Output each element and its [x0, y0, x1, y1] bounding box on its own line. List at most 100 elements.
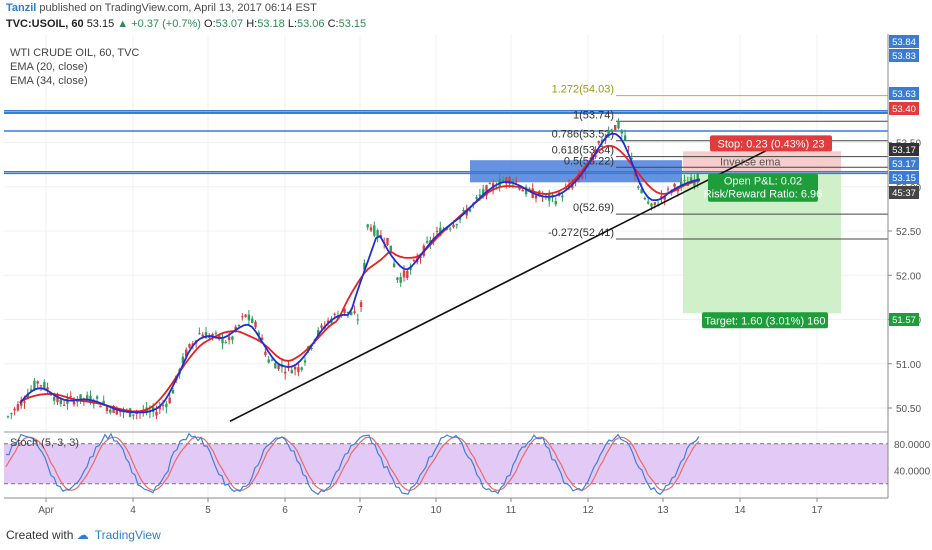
candle-body — [617, 121, 620, 129]
candle-body — [604, 138, 607, 141]
ema20-line — [19, 132, 701, 414]
stoch-tick-label: 40.0000 — [894, 466, 931, 477]
price-badge-label: 53.15 — [892, 173, 916, 184]
candle-body — [39, 385, 43, 387]
position-tool[interactable]: Stop: 0.23 (0.43%) 23 Open P&L: 0.02Risk/… — [702, 135, 832, 329]
candle-body — [359, 302, 363, 308]
candle-body — [561, 195, 564, 198]
close-label: C: — [327, 18, 339, 30]
open-label: O: — [204, 18, 216, 30]
candle-body — [56, 395, 59, 403]
candle-body — [69, 395, 72, 397]
candle-body — [224, 341, 227, 343]
fib-level-label: 0(52.69) — [573, 202, 614, 214]
candle-body — [168, 397, 171, 404]
created-with-label: Created with — [6, 528, 74, 542]
candle-body — [234, 326, 237, 331]
candle-body — [158, 406, 161, 410]
candle-body — [425, 241, 429, 243]
fib-level-label: 0.786(53.52) — [552, 129, 614, 141]
candle-body — [16, 404, 20, 411]
trendline-group[interactable]: Inverse ema — [229, 147, 781, 422]
candle-body — [680, 181, 683, 186]
price-badge-label: 51.57 — [892, 315, 916, 326]
candle-body — [297, 367, 300, 372]
candle-body — [524, 186, 528, 195]
candle-body — [290, 370, 293, 374]
candle-body — [647, 201, 650, 204]
candle-body — [455, 224, 458, 226]
candle-body — [623, 135, 627, 141]
candle-body — [386, 237, 389, 245]
candle-body — [389, 245, 392, 254]
tradingview-brand[interactable]: TradingView — [94, 528, 161, 542]
trendline-annotation: Inverse ema — [720, 157, 781, 169]
candle-body — [620, 130, 623, 134]
price-badge — [889, 313, 919, 326]
candle-body — [511, 180, 515, 183]
candle-body — [171, 390, 175, 394]
candle-body — [584, 172, 587, 174]
candle-body — [10, 413, 13, 415]
candle-body — [363, 262, 366, 270]
candle-body — [79, 394, 82, 402]
author-link[interactable]: Tanzil — [6, 2, 37, 14]
price-badge — [889, 171, 919, 184]
candle-body — [689, 177, 693, 183]
candle-body — [49, 394, 53, 396]
candle-body — [392, 263, 396, 268]
candle-body — [475, 197, 478, 199]
price-badge-label: 53.83 — [892, 51, 916, 62]
candle-body — [346, 311, 350, 313]
high-value: 53.18 — [257, 18, 285, 30]
candle-body — [23, 401, 26, 403]
candle-body — [610, 130, 614, 132]
candle-body — [188, 344, 191, 348]
candle-body — [214, 332, 218, 334]
candle-body — [29, 389, 33, 391]
candle-body — [643, 197, 647, 200]
candle-body — [653, 202, 656, 205]
candle-body — [633, 172, 637, 176]
fibonacci-retracement[interactable]: 1.272(54.03)1(53.74)0.786(53.52)0.618(53… — [548, 84, 888, 240]
candle-body — [501, 180, 505, 182]
tradingview-logo-icon[interactable]: ☁ — [76, 528, 89, 542]
legend-ema34[interactable]: EMA (34, close) — [10, 75, 88, 87]
candle-body — [277, 363, 280, 370]
price-badge — [889, 87, 919, 100]
candle-body — [350, 312, 353, 316]
close-value: 53.15 — [338, 18, 367, 30]
candle-body — [247, 314, 251, 321]
candle-body — [267, 359, 270, 363]
publish-info: published on TradingView.com, April 13, … — [39, 2, 317, 14]
legend-ema20[interactable]: EMA (20, close) — [10, 61, 88, 73]
candle-body — [554, 200, 557, 205]
candle-body — [198, 333, 201, 335]
candle-body — [630, 158, 633, 160]
candle-body — [274, 363, 277, 369]
price-badge — [889, 186, 919, 199]
candle-body — [458, 217, 462, 220]
candle-body — [482, 189, 485, 195]
candle-body — [241, 316, 244, 318]
candle-body — [637, 186, 640, 188]
legend-title: WTI CRUDE OIL, 60, TVC — [10, 47, 140, 59]
candle-body — [201, 334, 204, 337]
up-arrow-icon: ▲ — [117, 18, 129, 30]
candle-body — [412, 260, 416, 262]
y-tick-label: 52.00 — [896, 271, 921, 282]
x-tick-label: 13 — [657, 505, 669, 516]
candle-body — [660, 195, 663, 199]
candle-body — [287, 364, 290, 366]
stop-label-box — [710, 135, 832, 152]
axes: 50.5051.0051.5052.0052.5053.0053.5080.00… — [4, 34, 931, 516]
candle-body — [310, 348, 313, 350]
candle-body — [343, 308, 346, 313]
candle-body — [231, 336, 234, 340]
candle-body — [571, 184, 574, 189]
ema34-line — [19, 144, 701, 413]
horizontal-lines[interactable] — [4, 109, 888, 175]
candle-body — [419, 256, 422, 258]
y-tick-label: 52.50 — [896, 227, 921, 238]
